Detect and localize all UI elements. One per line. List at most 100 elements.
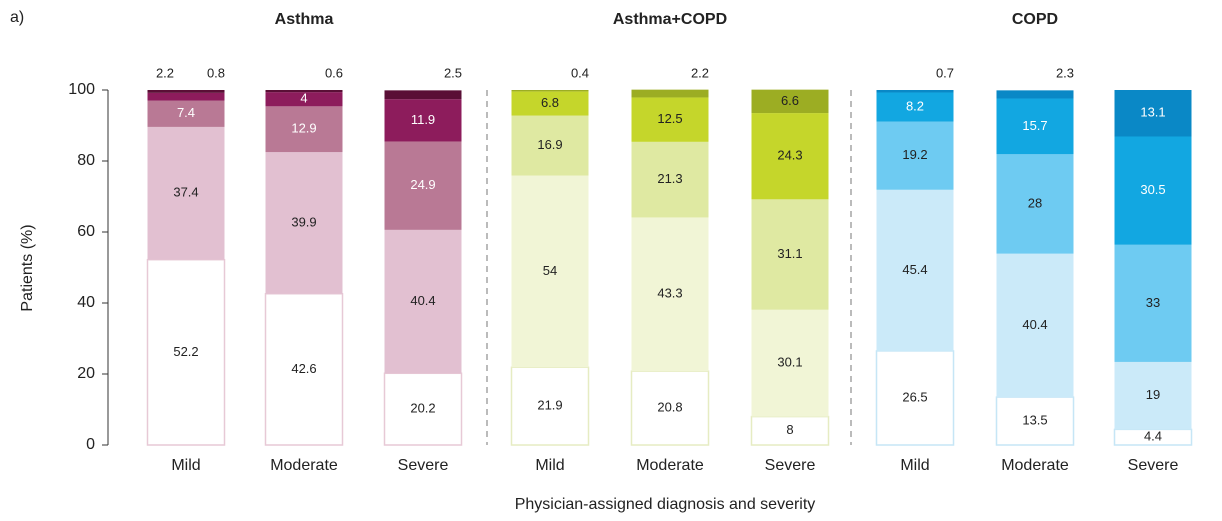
- value-label: 40.4: [1022, 317, 1047, 332]
- value-label: 4.4: [1144, 429, 1162, 444]
- value-label: 21.9: [537, 398, 562, 413]
- value-label: 28: [1028, 195, 1042, 210]
- y-axis-label: Patients (%): [19, 224, 36, 311]
- bar-segment: [996, 98, 1074, 155]
- value-label: 12.9: [291, 121, 316, 136]
- x-tick-label: Mild: [900, 457, 929, 474]
- bar-segment: [147, 100, 225, 127]
- value-label: 42.6: [291, 361, 316, 376]
- bar-segment: [511, 175, 589, 368]
- value-label: 0.8: [207, 65, 225, 80]
- bar-segment: [511, 90, 589, 92]
- value-label: 0.7: [936, 65, 954, 80]
- bar-segment: [631, 141, 709, 218]
- y-tick-label: 40: [77, 294, 95, 311]
- value-label: 2.2: [156, 65, 174, 80]
- value-label: 30.1: [777, 355, 802, 370]
- y-tick-label: 20: [77, 365, 95, 382]
- bar-segment: [1114, 244, 1192, 362]
- bar-segment: [1114, 90, 1192, 137]
- value-label: 2.3: [1056, 65, 1074, 80]
- value-label: 13.1: [1140, 105, 1165, 120]
- bar-segment: [631, 217, 709, 372]
- bar-segment: [265, 90, 343, 93]
- bar-segment: [147, 90, 225, 93]
- value-label: 33: [1146, 295, 1160, 310]
- value-label: 13.5: [1022, 412, 1047, 427]
- value-label: 0.4: [571, 65, 589, 80]
- bar-segment: [265, 106, 343, 153]
- bar-segment: [876, 90, 954, 93]
- x-tick-label: Mild: [171, 457, 200, 474]
- bar-segment: [631, 89, 709, 98]
- x-tick-label: Severe: [1128, 457, 1179, 474]
- bar-segment: [751, 309, 829, 417]
- value-label: 52.2: [173, 344, 198, 359]
- value-label: 39.9: [291, 214, 316, 229]
- value-label: 20.8: [657, 400, 682, 415]
- bar-segment: [511, 91, 589, 116]
- group-title: COPD: [1012, 11, 1058, 28]
- y-tick-label: 60: [77, 223, 95, 240]
- value-label: 24.3: [777, 148, 802, 163]
- bar-segment: [510, 366, 590, 446]
- value-label: 2.5: [444, 65, 462, 80]
- group-title: Asthma: [275, 11, 334, 28]
- bar-segment: [1114, 361, 1192, 430]
- y-tick-label: 80: [77, 152, 95, 169]
- bar-segment: [875, 350, 955, 446]
- value-label: 20.2: [410, 401, 435, 416]
- x-tick-label: Severe: [765, 457, 816, 474]
- value-label: 4: [300, 91, 307, 106]
- value-label: 8.2: [906, 98, 924, 113]
- value-label: 43.3: [657, 286, 682, 301]
- y-tick-label: 0: [86, 436, 95, 453]
- value-label: 45.4: [902, 262, 927, 277]
- value-label: 2.2: [691, 65, 709, 80]
- value-label: 6.8: [541, 95, 559, 110]
- bar-segment: [996, 253, 1074, 398]
- value-label: 16.9: [537, 137, 562, 152]
- bar-segment: [751, 113, 829, 200]
- x-axis-label: Physician-assigned diagnosis and severit…: [515, 496, 816, 513]
- bar-segment: [384, 229, 462, 374]
- x-tick-label: Moderate: [270, 457, 338, 474]
- x-tick-label: Moderate: [1001, 457, 1069, 474]
- bar-segment: [265, 152, 343, 294]
- bar-segment: [631, 97, 709, 142]
- bar-segment: [383, 372, 463, 446]
- bar-segment: [876, 121, 954, 190]
- value-label: 21.3: [657, 171, 682, 186]
- value-label: 15.7: [1022, 118, 1047, 133]
- value-label: 12.5: [657, 111, 682, 126]
- value-label: 7.4: [177, 105, 195, 120]
- panel-label: a): [10, 9, 24, 26]
- bar-segment: [265, 92, 343, 107]
- value-label: 24.9: [410, 177, 435, 192]
- bar-segment: [751, 199, 829, 310]
- bar-segment: [996, 154, 1074, 254]
- value-label: 8: [786, 422, 793, 437]
- value-label: 19.2: [902, 147, 927, 162]
- bar-segment: [1114, 136, 1192, 245]
- value-label: 31.1: [777, 246, 802, 261]
- bar-segment: [147, 126, 225, 260]
- x-tick-label: Moderate: [636, 457, 704, 474]
- bar-segment: [384, 141, 462, 230]
- value-label: 0.6: [325, 65, 343, 80]
- value-label: 54: [543, 263, 557, 278]
- bar-segment: [147, 92, 225, 101]
- value-label: 11.9: [411, 112, 435, 127]
- x-tick-label: Mild: [535, 457, 564, 474]
- y-tick-label: 100: [68, 81, 95, 98]
- bar-segment: [630, 370, 710, 446]
- bar-segment: [876, 189, 954, 351]
- group-title: Asthma+COPD: [613, 11, 727, 28]
- value-label: 37.4: [173, 185, 198, 200]
- value-label: 30.5: [1140, 182, 1165, 197]
- bar-segment: [384, 90, 462, 100]
- bar-segment: [384, 99, 462, 142]
- value-label: 19: [1146, 387, 1160, 402]
- bar-segment: [751, 89, 829, 114]
